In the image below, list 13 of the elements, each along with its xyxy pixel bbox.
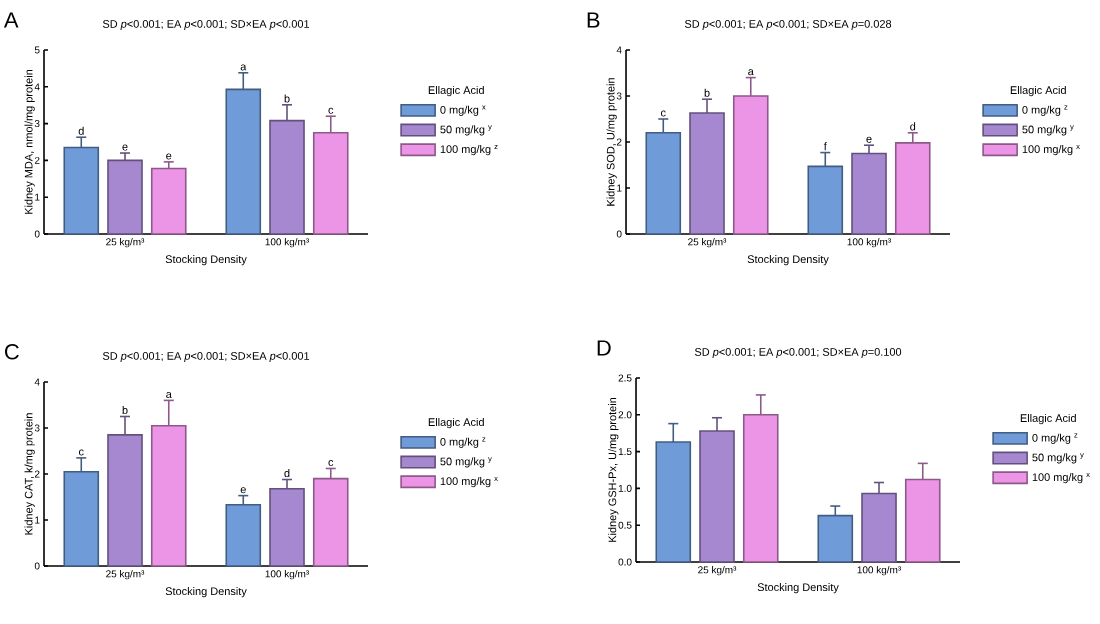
chart-title: B xyxy=(587,12,600,28)
bar xyxy=(150,167,187,235)
bar xyxy=(312,477,349,567)
bar xyxy=(107,159,143,235)
bar xyxy=(851,152,887,235)
chart-title: C xyxy=(5,344,19,360)
chart-title: A xyxy=(3,12,19,28)
bar xyxy=(225,504,262,567)
bar xyxy=(817,514,854,563)
bar xyxy=(63,146,100,235)
bar xyxy=(894,142,931,235)
chart-title: D xyxy=(597,340,611,356)
bar xyxy=(269,487,305,567)
